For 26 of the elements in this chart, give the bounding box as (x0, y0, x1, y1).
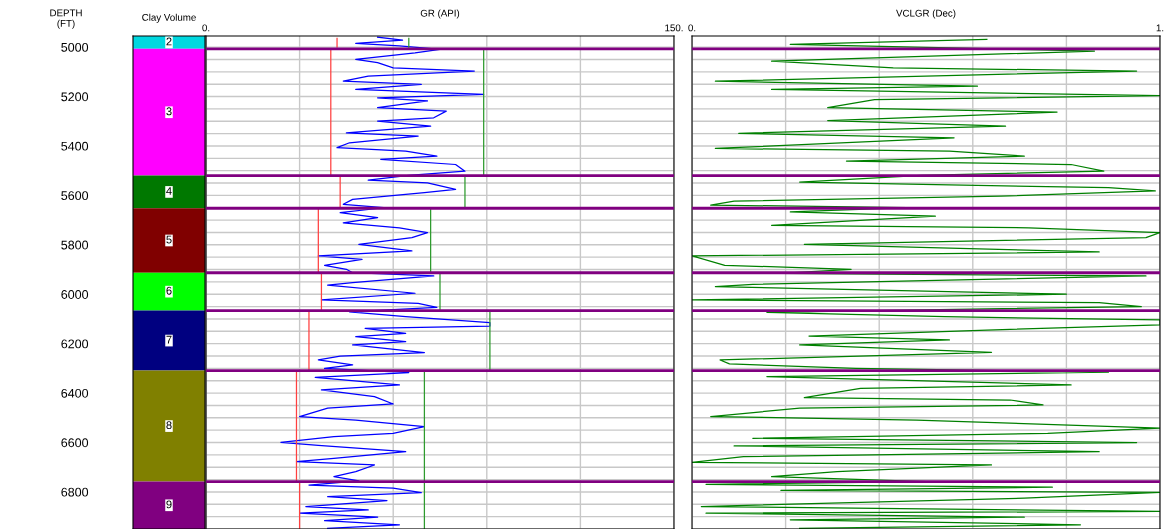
series-label: 7 (166, 335, 172, 344)
series-label: 3 (166, 107, 172, 116)
y-tick-label: 6400 (61, 388, 89, 398)
y-tick-label: 6000 (61, 290, 89, 299)
y-tick-label: 5000 (61, 42, 89, 52)
x-tick-label: 150. (665, 24, 683, 32)
series-label: 5 (166, 235, 172, 244)
chart-title: Clay Volume (142, 13, 196, 23)
y-tick-label: 6200 (61, 339, 89, 349)
x-tick-label: 0. (688, 24, 696, 32)
y-tick-label: 5400 (61, 141, 89, 151)
series-label: 9 (166, 500, 172, 509)
y-tick-label: 6800 (61, 487, 89, 497)
chart-title: GR (API) (420, 9, 460, 19)
x-tick-label: 1. (1156, 24, 1164, 32)
series-label: 4 (166, 187, 172, 195)
y-tick-label: 5800 (61, 240, 89, 250)
series-label: 2 (166, 37, 172, 46)
x-tick-label: 0. (202, 24, 210, 32)
y-tick-label: 5600 (61, 191, 89, 201)
series-label: 8 (166, 421, 172, 430)
chart-title: VCLGR (Dec) (896, 9, 956, 19)
series-label: 6 (166, 286, 172, 295)
y-tick-label: 5200 (61, 92, 89, 102)
y-tick-label: 6600 (61, 438, 89, 448)
y-axis-title: DEPTH (FT) (50, 9, 82, 29)
